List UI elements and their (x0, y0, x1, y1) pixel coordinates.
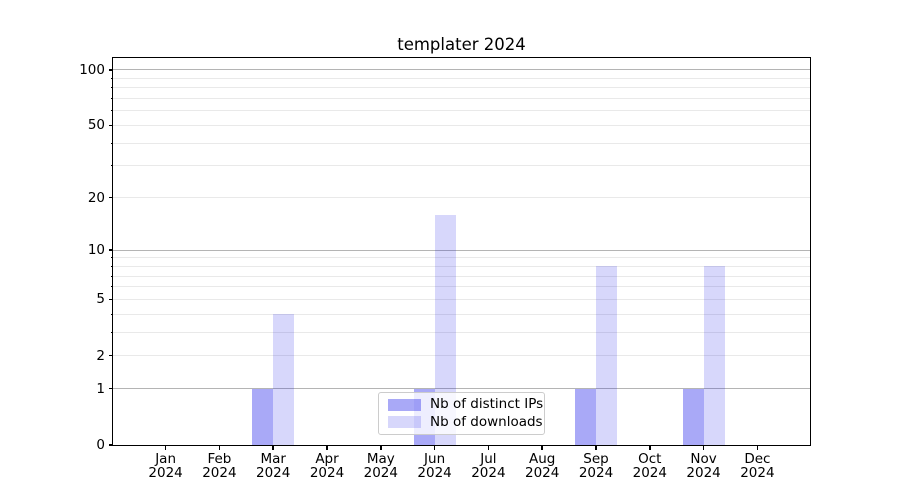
y-tick-5 (108, 298, 113, 301)
x-tick-jun (433, 445, 436, 450)
y-gridline-minor-5 (113, 298, 810, 300)
y-minor-tick-9 (110, 257, 113, 259)
y-gridline-minor-20 (113, 197, 810, 199)
y-tick-100 (108, 69, 113, 71)
y-gridline-minor-9 (113, 257, 810, 259)
y-tick-20 (108, 196, 113, 199)
y-gridline-minor-70 (113, 98, 810, 100)
bar-downloads-sep-2024 (596, 266, 617, 445)
x-tick-oct (649, 445, 651, 450)
y-gridline-major-10 (113, 249, 810, 251)
x-tick-mar (272, 445, 274, 450)
y-tick-label-2: 2 (96, 347, 105, 364)
y-minor-tick-40 (110, 142, 113, 144)
x-tick-apr (326, 445, 328, 450)
y-gridline-minor-80 (113, 87, 810, 89)
y-minor-tick-70 (110, 98, 113, 100)
y-minor-tick-30 (110, 165, 113, 167)
y-tick-label-100: 100 (79, 61, 105, 78)
legend-swatch-downloads (388, 416, 421, 429)
x-tick-jul (487, 445, 490, 450)
x-tick-feb (218, 445, 221, 450)
y-minor-tick-60 (110, 110, 113, 112)
y-gridline-minor-4 (113, 313, 810, 315)
y-tick-1 (108, 387, 113, 390)
y-tick-label-5: 5 (96, 291, 105, 308)
y-gridline-minor-3 (113, 331, 810, 333)
y-minor-tick-4 (110, 313, 113, 315)
bar-distinct-ips-mar-2024 (252, 388, 274, 445)
y-gridline-minor-2 (113, 355, 810, 357)
y-minor-tick-7 (110, 275, 113, 277)
y-gridline-minor-50 (113, 124, 810, 126)
legend-item-distinct-ips: Nb of distinct IPs (388, 397, 543, 412)
y-tick-label-50: 50 (87, 117, 105, 134)
bar-downloads-nov-2024 (703, 266, 725, 445)
legend-swatch-distinct-ips (388, 398, 421, 411)
y-tick-label-20: 20 (87, 189, 105, 206)
y-gridline-minor-8 (113, 265, 810, 267)
y-tick-2 (108, 354, 113, 357)
y-tick-label-1: 1 (96, 380, 105, 397)
bar-distinct-ips-sep-2024 (575, 388, 596, 445)
x-tick-aug (541, 445, 543, 450)
x-tick-label-month: Dec (744, 451, 771, 467)
y-tick-label-10: 10 (87, 242, 105, 259)
y-tick-10 (108, 249, 113, 251)
x-tick-dec (756, 445, 759, 450)
x-tick-jan (164, 445, 167, 450)
y-minor-tick-80 (110, 87, 113, 89)
bar-downloads-jun-2024 (434, 214, 456, 445)
y-tick-label-0: 0 (96, 437, 105, 453)
y-gridline-minor-60 (113, 110, 810, 112)
y-gridline-minor-30 (113, 165, 810, 167)
x-tick-may (380, 445, 382, 450)
chart-title: templater 2024 (397, 35, 526, 54)
y-gridline-major-1 (113, 388, 810, 390)
y-minor-tick-90 (110, 77, 113, 79)
legend-label-downloads: Nb of downloads (430, 413, 543, 430)
x-tick-sep (595, 445, 597, 450)
x-tick-label-dec-2024: Dec 2024 (725, 451, 789, 481)
y-tick-0 (108, 444, 113, 446)
y-gridline-minor-90 (113, 77, 810, 79)
y-gridline-minor-7 (113, 275, 810, 277)
y-gridline-minor-6 (113, 286, 810, 288)
x-tick-label-year: 2024 (740, 464, 775, 481)
y-gridline-major-100 (113, 69, 810, 71)
y-gridline-minor-40 (113, 142, 810, 144)
y-minor-tick-8 (110, 265, 113, 267)
y-minor-tick-3 (110, 331, 113, 333)
legend: Nb of distinct IPs Nb of downloads (378, 392, 545, 435)
y-tick-50 (108, 124, 113, 127)
legend-label-distinct-ips: Nb of distinct IPs (430, 396, 544, 413)
x-tick-nov (702, 445, 705, 450)
legend-item-downloads: Nb of downloads (388, 414, 543, 430)
bar-downloads-mar-2024 (273, 314, 295, 445)
bar-distinct-ips-nov-2024 (682, 388, 704, 445)
y-minor-tick-6 (110, 286, 113, 288)
